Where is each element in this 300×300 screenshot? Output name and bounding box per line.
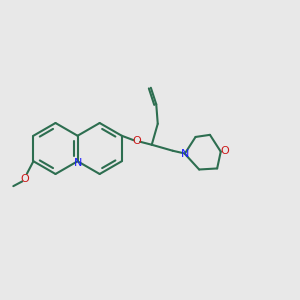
Text: O: O <box>133 136 141 146</box>
Text: O: O <box>220 146 229 156</box>
Text: N: N <box>74 158 82 168</box>
Text: O: O <box>20 174 29 184</box>
Text: N: N <box>181 149 189 159</box>
